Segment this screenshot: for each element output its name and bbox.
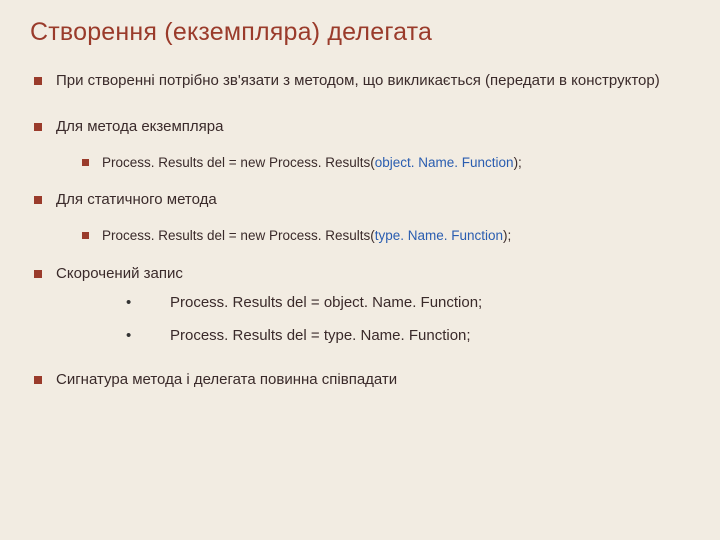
short-form-1: Process. Results del = object. Name. Fun… xyxy=(30,292,690,313)
code-arg: type. Name. Function xyxy=(375,228,503,243)
short-form-2: Process. Results del = type. Name. Funct… xyxy=(30,325,690,346)
bullet-4: Скорочений запис xyxy=(30,264,690,284)
code-static: Process. Results del = new Process. Resu… xyxy=(30,227,690,246)
code-text: ); xyxy=(503,228,511,243)
code-text: Process. Results del = new Process. Resu… xyxy=(102,155,375,170)
bullet-5: Сигнатура метода і делегата повинна спів… xyxy=(30,370,690,390)
slide-title: Створення (екземпляра) делегата xyxy=(30,18,690,47)
code-text: ); xyxy=(514,155,522,170)
bullet-2: Для метода екземпляра xyxy=(30,117,690,137)
code-arg: object. Name. Function xyxy=(375,155,514,170)
bullet-3: Для статичного метода xyxy=(30,190,690,210)
code-instance: Process. Results del = new Process. Resu… xyxy=(30,154,690,173)
slide: Створення (екземпляра) делегата При ство… xyxy=(0,0,720,540)
code-text: Process. Results del = new Process. Resu… xyxy=(102,228,375,243)
bullet-1: При створенні потрібно зв'язати з методо… xyxy=(30,71,690,91)
